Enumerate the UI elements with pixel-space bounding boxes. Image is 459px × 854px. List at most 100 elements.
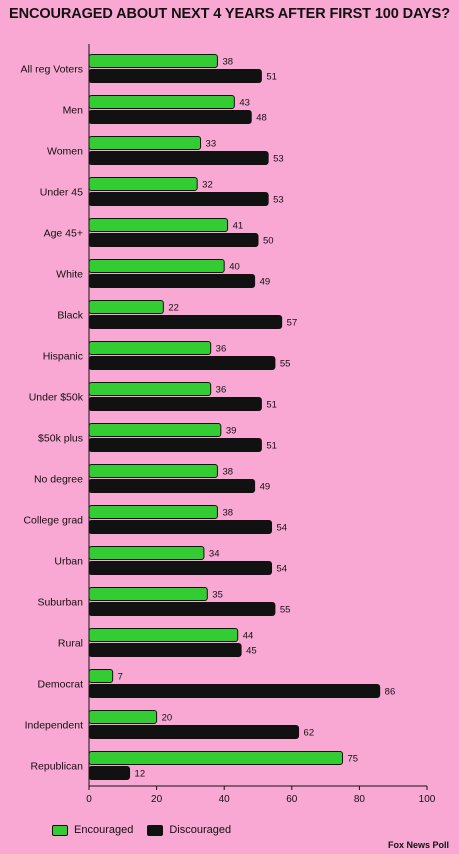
bar-discouraged-50k-plus	[88, 438, 262, 452]
bar-encouraged-college-grad	[88, 505, 218, 519]
data-label-discouraged-democrat: 86	[385, 687, 396, 698]
data-label-encouraged-50k-plus: 39	[226, 426, 237, 437]
bar-encouraged-women	[88, 136, 202, 150]
data-label-discouraged-no-degree: 49	[260, 482, 271, 493]
bar-encouraged-under-45	[88, 177, 198, 191]
bar-encouraged-suburban	[88, 587, 208, 601]
legend-swatch-discouraged	[147, 824, 164, 836]
bar-discouraged-independent	[88, 725, 300, 739]
bar-encouraged-men	[88, 95, 235, 109]
bar-encouraged-independent	[88, 710, 158, 724]
category-label-republican: Republican	[30, 761, 83, 773]
data-label-encouraged-no-degree: 38	[222, 467, 233, 478]
data-label-encouraged-republican: 75	[348, 754, 359, 765]
bar-discouraged-white	[88, 274, 256, 288]
data-label-encouraged-suburban: 35	[212, 590, 223, 601]
bar-discouraged-college-grad	[88, 520, 273, 534]
category-label-men: Men	[63, 105, 84, 117]
bar-encouraged-hispanic	[88, 341, 212, 355]
bar-discouraged-men	[88, 110, 252, 124]
data-label-discouraged-black: 57	[287, 318, 298, 329]
data-label-discouraged-white: 49	[260, 277, 271, 288]
category-label-suburban: Suburban	[37, 597, 83, 609]
bar-discouraged-women	[88, 151, 269, 165]
data-label-discouraged-age-45: 50	[263, 236, 274, 247]
category-label-black: Black	[57, 310, 83, 322]
data-label-discouraged-50k-plus: 51	[266, 441, 277, 452]
data-label-encouraged-urban: 34	[209, 549, 220, 560]
category-label-independent: Independent	[25, 720, 83, 732]
bar-discouraged-democrat	[88, 684, 381, 698]
category-label-all-reg-voters: All reg Voters	[21, 64, 83, 76]
x-tick-label-20: 20	[151, 794, 163, 805]
data-label-encouraged-under-45: 32	[202, 180, 213, 191]
bar-discouraged-all-reg-voters	[88, 69, 262, 83]
legend-label-discouraged: Discouraged	[169, 824, 232, 836]
data-label-encouraged-hispanic: 36	[216, 344, 227, 355]
data-label-encouraged-rural: 44	[243, 631, 254, 642]
bar-encouraged-age-45	[88, 218, 229, 232]
data-label-encouraged-black: 22	[168, 303, 179, 314]
category-label-white: White	[56, 269, 83, 281]
data-label-discouraged-suburban: 55	[280, 605, 291, 616]
data-label-discouraged-women: 53	[273, 154, 284, 165]
category-label-college-grad: College grad	[23, 515, 83, 527]
data-label-encouraged-independent: 20	[162, 713, 173, 724]
x-tick-label-40: 40	[219, 794, 231, 805]
bar-discouraged-republican	[88, 766, 131, 780]
data-label-encouraged-under-50k: 36	[216, 385, 227, 396]
legend-item-encouraged: Encouraged	[52, 824, 133, 836]
data-label-discouraged-urban: 54	[277, 564, 288, 575]
bar-encouraged-all-reg-voters	[88, 54, 218, 68]
data-label-discouraged-hispanic: 55	[280, 359, 291, 370]
category-label-under-45: Under 45	[40, 187, 83, 199]
x-tick-label-100: 100	[419, 794, 436, 805]
data-label-encouraged-all-reg-voters: 38	[222, 57, 233, 68]
data-label-encouraged-white: 40	[229, 262, 240, 273]
legend-label-encouraged: Encouraged	[74, 824, 134, 836]
category-label-50k-plus: $50k plus	[38, 433, 83, 445]
category-label-urban: Urban	[54, 556, 83, 568]
data-label-discouraged-rural: 45	[246, 646, 257, 657]
data-label-discouraged-college-grad: 54	[277, 523, 288, 534]
legend-item-discouraged: Discouraged	[147, 824, 231, 836]
x-tick-label-60: 60	[286, 794, 298, 805]
data-label-discouraged-under-45: 53	[273, 195, 284, 206]
bar-encouraged-no-degree	[88, 464, 218, 478]
data-label-discouraged-all-reg-voters: 51	[266, 72, 277, 83]
source-label: Fox News Poll	[387, 840, 449, 850]
bar-discouraged-urban	[88, 561, 273, 575]
bar-discouraged-black	[88, 315, 283, 329]
bar-discouraged-no-degree	[88, 479, 256, 493]
data-label-discouraged-men: 48	[256, 113, 267, 124]
bar-encouraged-urban	[88, 546, 205, 560]
x-tick-label-0: 0	[86, 794, 92, 805]
data-label-encouraged-women: 33	[206, 139, 217, 150]
data-label-discouraged-under-50k: 51	[266, 400, 277, 411]
legend: Encouraged Discouraged	[52, 824, 245, 836]
bar-discouraged-under-45	[88, 192, 269, 206]
category-label-women: Women	[47, 146, 83, 158]
bar-encouraged-under-50k	[88, 382, 212, 396]
bar-encouraged-democrat	[88, 669, 114, 683]
bar-encouraged-50k-plus	[88, 423, 222, 437]
category-label-rural: Rural	[58, 638, 83, 650]
category-label-hispanic: Hispanic	[43, 351, 83, 363]
bar-encouraged-rural	[88, 628, 239, 642]
data-label-encouraged-age-45: 41	[233, 221, 244, 232]
legend-swatch-encouraged	[52, 824, 68, 836]
category-label-age-45: Age 45+	[44, 228, 83, 240]
bar-discouraged-under-50k	[88, 397, 262, 411]
category-label-no-degree: No degree	[34, 474, 83, 486]
bar-encouraged-black	[88, 300, 164, 314]
x-tick-label-80: 80	[354, 794, 366, 805]
bar-discouraged-hispanic	[88, 356, 276, 370]
data-label-encouraged-men: 43	[239, 98, 250, 109]
category-label-under-50k: Under $50k	[29, 392, 84, 404]
bar-encouraged-republican	[88, 751, 343, 765]
data-label-encouraged-democrat: 7	[118, 672, 123, 683]
data-label-discouraged-republican: 12	[135, 769, 146, 780]
bar-encouraged-white	[88, 259, 225, 273]
category-label-democrat: Democrat	[37, 679, 83, 691]
